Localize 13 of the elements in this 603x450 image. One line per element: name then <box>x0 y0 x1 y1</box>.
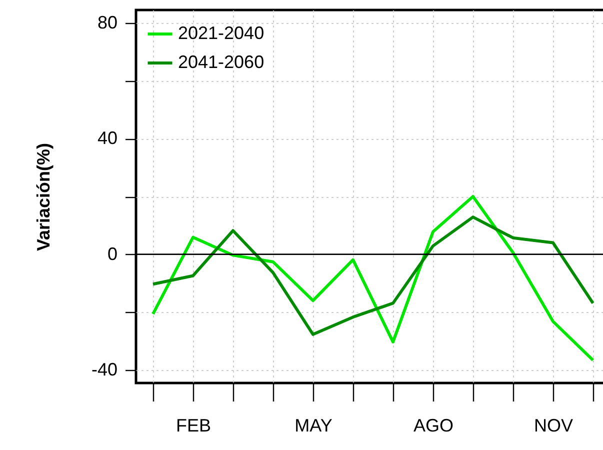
y-tick-label: -40 <box>91 359 118 380</box>
x-tick-label: MAY <box>294 416 332 436</box>
line-series <box>152 195 594 362</box>
y-tick-label: 80 <box>97 12 118 33</box>
legend-label: 2021-2040 <box>178 23 264 43</box>
y-tick-label: 0 <box>107 244 118 264</box>
legend-label: 2041-2060 <box>178 52 264 72</box>
x-tick-label: NOV <box>534 416 574 436</box>
y-axis-title: Variación(%) <box>33 142 54 252</box>
x-tick-label: FEB <box>176 416 212 436</box>
x-tick-label: AGO <box>413 416 454 436</box>
line-series <box>152 216 594 336</box>
y-tick-label: 40 <box>97 128 118 148</box>
